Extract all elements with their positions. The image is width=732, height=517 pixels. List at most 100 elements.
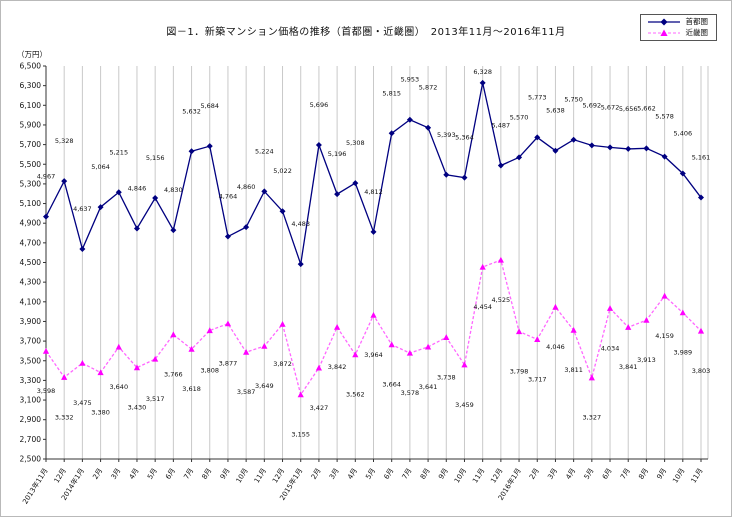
data-point — [625, 145, 632, 152]
data-point — [570, 326, 577, 333]
data-label: 5,696 — [310, 101, 329, 109]
data-label: 5,632 — [182, 107, 201, 115]
data-point — [206, 327, 213, 334]
svg-text:4,100: 4,100 — [20, 297, 42, 306]
y-axis-unit-label: （万円） — [17, 50, 47, 59]
svg-text:4,500: 4,500 — [20, 258, 42, 267]
data-point — [297, 261, 304, 268]
data-label: 3,380 — [91, 409, 110, 417]
data-point — [334, 323, 341, 330]
legend-item-shutoken: 首都圏 — [647, 18, 708, 26]
data-point — [661, 153, 668, 160]
data-point — [42, 347, 50, 354]
svg-text:5,900: 5,900 — [20, 120, 42, 129]
data-label: 3,964 — [364, 351, 383, 359]
legend-item-kinkiken: 近畿圏 — [647, 29, 708, 37]
svg-text:10月: 10月 — [453, 467, 468, 485]
data-point — [552, 303, 559, 310]
data-label: 3,332 — [55, 413, 74, 421]
svg-text:2,900: 2,900 — [20, 415, 42, 424]
data-label: 5,161 — [692, 154, 711, 162]
data-point — [152, 195, 159, 202]
legend-line-shutoken-icon — [647, 18, 680, 26]
svg-text:3,900: 3,900 — [20, 317, 42, 326]
data-point — [698, 194, 704, 201]
data-label: 4,967 — [37, 173, 56, 181]
data-label: 5,064 — [91, 163, 110, 171]
data-point — [133, 364, 141, 371]
data-label: 6,328 — [473, 68, 492, 76]
data-label: 5,656 — [619, 105, 638, 113]
svg-text:5月: 5月 — [146, 467, 159, 481]
svg-text:4月: 4月 — [564, 467, 577, 481]
data-point — [588, 142, 595, 149]
svg-text:5月: 5月 — [583, 467, 596, 481]
data-label: 4,846 — [128, 185, 147, 193]
data-label: 5,364 — [455, 134, 474, 142]
data-point — [115, 189, 122, 196]
data-label: 4,764 — [219, 193, 238, 201]
svg-text:5,700: 5,700 — [20, 140, 42, 149]
data-point — [79, 360, 86, 366]
data-point — [534, 134, 541, 141]
data-point — [679, 170, 686, 177]
data-point — [79, 246, 86, 253]
data-point — [43, 213, 49, 220]
data-label: 5,215 — [109, 148, 128, 156]
data-label: 5,953 — [401, 76, 420, 84]
data-point — [279, 321, 286, 327]
data-point — [425, 124, 432, 131]
data-point — [315, 141, 322, 148]
data-label: 5,578 — [655, 113, 674, 121]
chart-title: 図－1．新築マンション価格の推移（首都圏・近畿圏） 2013年11月～2016年… — [166, 27, 566, 38]
svg-text:6,300: 6,300 — [20, 81, 42, 90]
data-point — [133, 225, 140, 232]
data-point — [643, 145, 650, 152]
data-label: 3,808 — [200, 366, 219, 374]
data-label: 4,034 — [601, 344, 620, 352]
data-point — [152, 355, 159, 362]
data-label: 5,308 — [346, 139, 365, 147]
data-label: 4,454 — [473, 303, 492, 311]
data-point — [388, 341, 395, 348]
data-label: 3,841 — [619, 363, 638, 371]
svg-text:9月: 9月 — [219, 467, 232, 481]
data-point — [352, 180, 359, 187]
svg-text:6月: 6月 — [601, 467, 614, 481]
data-label: 3,649 — [255, 382, 274, 390]
svg-text:4,300: 4,300 — [20, 278, 42, 287]
data-label: 4,830 — [164, 186, 183, 194]
data-point — [279, 208, 286, 215]
data-label: 3,578 — [401, 389, 420, 397]
data-label: 5,638 — [546, 107, 565, 115]
data-point — [170, 331, 177, 338]
data-point — [679, 309, 686, 316]
data-label: 5,022 — [273, 167, 292, 175]
gridlines — [63, 66, 709, 459]
data-point — [697, 327, 705, 334]
data-point — [61, 178, 68, 185]
data-point — [443, 171, 450, 178]
svg-text:12月: 12月 — [489, 467, 504, 485]
data-label: 3,877 — [219, 360, 238, 368]
data-point — [188, 345, 195, 352]
data-label: 3,738 — [437, 373, 456, 381]
data-point — [570, 136, 577, 143]
data-label: 3,641 — [419, 383, 438, 391]
svg-text:4,700: 4,700 — [20, 238, 42, 247]
data-label: 3,517 — [146, 395, 165, 403]
data-label: 3,459 — [455, 401, 474, 409]
data-point — [497, 162, 504, 169]
svg-text:5,100: 5,100 — [20, 199, 42, 208]
svg-text:2月: 2月 — [91, 467, 104, 481]
data-point — [224, 233, 231, 240]
svg-text:8月: 8月 — [637, 467, 650, 481]
data-label: 3,913 — [637, 356, 656, 364]
data-point — [424, 343, 432, 350]
svg-text:4,900: 4,900 — [20, 219, 42, 228]
data-point — [606, 305, 614, 311]
svg-text:6月: 6月 — [164, 467, 177, 481]
